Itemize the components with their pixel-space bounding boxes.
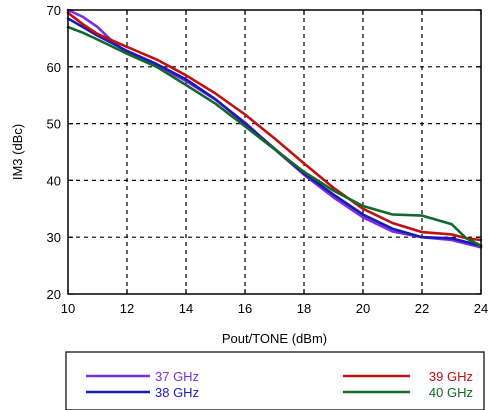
- x-tick-label: 12: [120, 301, 134, 316]
- x-tick-label: 18: [297, 301, 311, 316]
- y-tick-label: 30: [47, 230, 61, 245]
- series-line-4: [66, 25, 483, 247]
- legend-label-4: 40 GHz: [429, 385, 473, 400]
- axis-ticks: 10 12 14 16 18 20 22 24 20 30 40 50 60 70: [47, 3, 489, 316]
- x-tick-label: 10: [61, 301, 75, 316]
- legend-label-1: 37 GHz: [155, 369, 199, 384]
- x-axis-title: Pout/TONE (dBm): [222, 331, 327, 346]
- series-line-3: [66, 11, 483, 242]
- y-axis-title: IM3 (dBc): [10, 124, 25, 180]
- series-line-1: [66, 8, 483, 249]
- x-tick-label: 22: [415, 301, 429, 316]
- legend-box: [65, 351, 485, 410]
- x-tick-label: 20: [356, 301, 370, 316]
- y-tick-label: 50: [47, 117, 61, 132]
- plot-frame: [67, 9, 482, 295]
- y-tick-label: 20: [47, 287, 61, 302]
- legend-label-3: 39 GHz: [429, 369, 473, 384]
- x-tick-label: 24: [474, 301, 488, 316]
- x-tick-label: 16: [238, 301, 252, 316]
- y-tick-label: 60: [47, 60, 61, 75]
- legend-label-2: 38 GHz: [155, 385, 199, 400]
- grid-lines: [68, 10, 481, 294]
- series-lines: [66, 8, 483, 249]
- series-line-2: [66, 17, 483, 247]
- x-tick-label: 14: [179, 301, 193, 316]
- y-tick-label: 70: [47, 3, 61, 18]
- y-tick-label: 40: [47, 173, 61, 188]
